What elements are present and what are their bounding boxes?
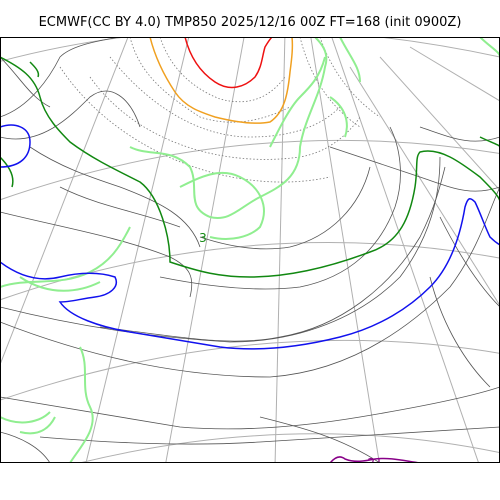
- weather-map: 3 21: [0, 37, 500, 463]
- meridian-line: [409, 46, 500, 102]
- thin-contours: [0, 37, 500, 463]
- meridian-line: [85, 37, 190, 463]
- red-contour: [184, 37, 273, 89]
- map-title: ECMWF(CC BY 4.0) TMP850 2025/12/16 00Z F…: [38, 15, 462, 30]
- meridian-line: [0, 37, 129, 367]
- meridian-line: [310, 37, 380, 463]
- blue-contours: [0, 124, 500, 350]
- purple-contour: [329, 456, 421, 463]
- zero-degree-contour: [0, 56, 500, 278]
- latitude-line: [0, 339, 500, 401]
- orange-contour: [149, 37, 294, 124]
- map-canvas: 3 21: [0, 37, 500, 463]
- graticule: [0, 37, 500, 463]
- meridian-line: [379, 56, 500, 192]
- meridian-line: [331, 37, 480, 463]
- light-green-contours: [0, 37, 500, 463]
- contour-label: 21: [367, 456, 382, 463]
- meridian-line: [349, 66, 500, 307]
- map-border: [0, 37, 500, 463]
- meridian-line: [274, 37, 286, 463]
- dotted-contours: [59, 37, 381, 183]
- latitude-line: [77, 433, 500, 463]
- contour-label: 3: [199, 231, 207, 245]
- latitude-line: [0, 37, 500, 62]
- latitude-line: [0, 242, 500, 301]
- latitude-line: [0, 139, 500, 201]
- meridian-line: [165, 37, 245, 463]
